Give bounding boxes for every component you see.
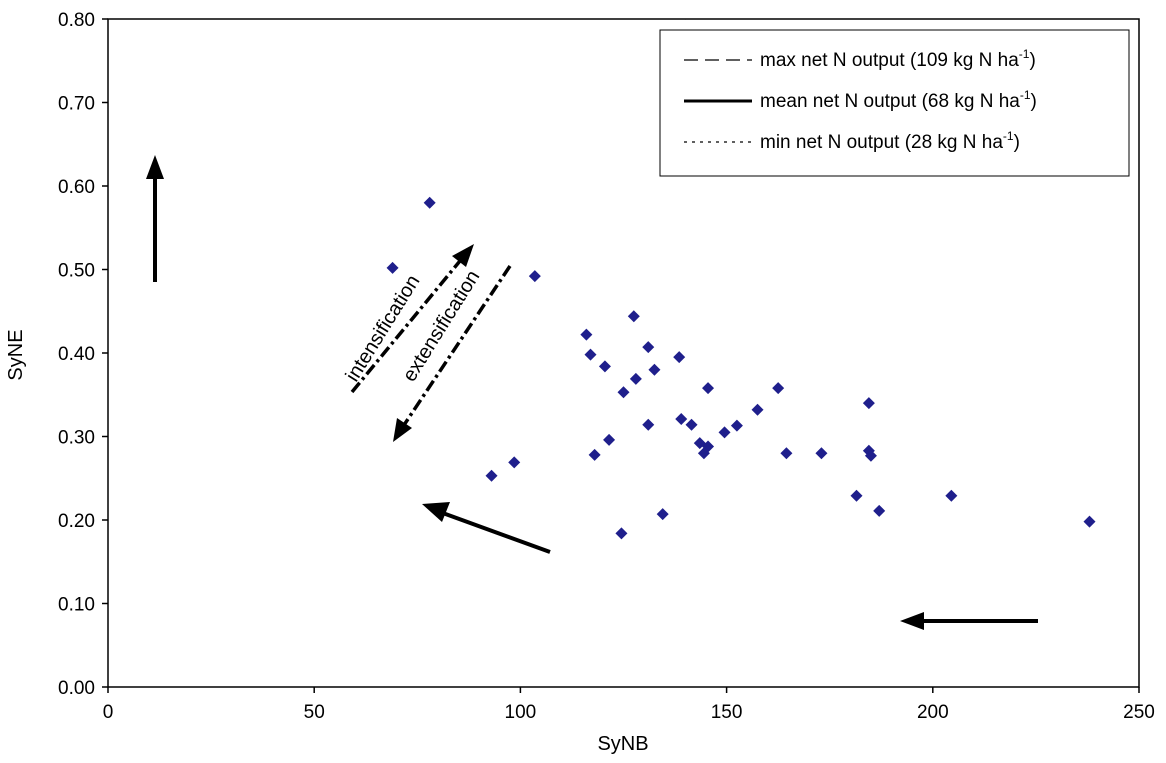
data-point [945,489,958,502]
extensification-arrow [400,265,512,429]
x-tick-label: 100 [505,702,537,723]
y-tick-label: 0.60 [58,177,95,198]
extensification-arrow-head [393,418,412,442]
arrow-diagonal-head [422,502,450,522]
data-point [617,386,630,399]
y-tick-label: 0.00 [58,678,95,699]
data-point [873,504,886,517]
data-points [386,196,1096,540]
y-tick-label: 0.80 [58,10,95,31]
data-point [780,447,793,460]
data-point [850,489,863,502]
x-tick-label: 250 [1123,702,1155,723]
y-axis-title: SyNE [5,329,27,380]
data-point [718,426,731,439]
x-tick-label: 50 [304,702,325,723]
intensification-arrow [350,254,466,394]
data-point [673,351,686,364]
data-point [615,527,628,540]
y-tick-label: 0.30 [58,428,95,449]
data-point [603,433,616,446]
x-tick-label: 150 [711,702,743,723]
data-point [485,469,498,482]
data-point [627,310,640,323]
data-point [656,508,669,521]
data-point [588,448,601,461]
legend-label: max net N output (109 kg N ha-1) [760,47,1036,71]
data-point [1083,515,1096,528]
y-tick-label: 0.40 [58,344,95,365]
data-point [642,341,655,354]
y-tick-label: 0.10 [58,595,95,616]
x-axis: 0 50 100 150 200 250 [103,687,1155,723]
solid-curve [1138,77,1139,80]
intensification-arrow-head [452,244,474,267]
legend: max net N output (109 kg N ha-1) mean net… [659,29,1130,177]
legend-label: mean net N output (68 kg N ha-1) [760,88,1037,112]
data-point [580,328,593,341]
data-point [702,382,715,395]
data-point [702,440,715,453]
y-axis: 0.00 0.10 0.20 0.30 0.40 0.50 0.60 0.70 0.80 [58,10,108,699]
arrow-up-head [146,155,164,179]
dotted-curve [685,19,688,20]
data-point [648,363,661,376]
data-point [423,196,436,209]
y-tick-label: 0.20 [58,511,95,532]
y-tick-label: 0.50 [58,261,95,282]
data-point [862,397,875,410]
legend-label: min net N output (28 kg N ha-1) [760,129,1020,153]
data-point [598,360,611,373]
data-point [772,382,785,395]
data-point [528,270,541,283]
x-tick-label: 0 [103,702,114,723]
legend-box [659,29,1130,177]
arrow-left-head [900,612,924,630]
data-point [751,403,764,416]
x-axis-title: SyNB [597,733,648,755]
data-point [584,348,597,361]
data-point [629,372,642,385]
data-point [685,418,698,431]
arrow-diagonal [439,510,551,554]
data-point [675,412,688,425]
data-point [642,418,655,431]
y-tick-label: 0.70 [58,94,95,115]
data-point [730,419,743,432]
data-point [508,456,521,469]
dashed-curve [1138,215,1139,217]
data-point [864,449,877,462]
data-point [815,447,828,460]
x-tick-label: 200 [917,702,949,723]
data-point [386,261,399,274]
